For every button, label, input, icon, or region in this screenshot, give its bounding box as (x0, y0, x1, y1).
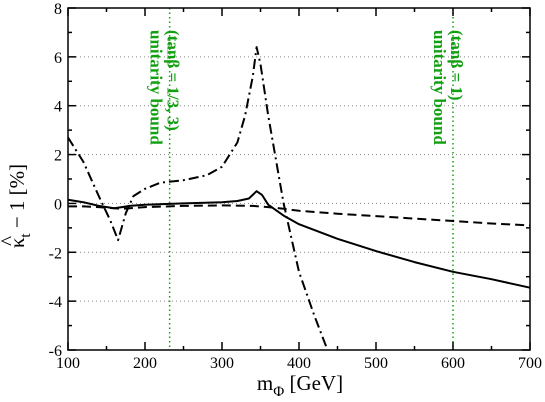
x-tick-label: 600 (441, 355, 465, 372)
unitarity-bound-annotation: unitarity bound(tanβ = 1/3, 3) (146, 30, 182, 145)
x-tick-label: 700 (518, 355, 542, 372)
series-line-dashed (68, 204, 531, 227)
series-lines (67, 46, 531, 351)
x-tick-label: 400 (287, 355, 311, 372)
y-tick-label: -4 (49, 294, 62, 311)
unitarity-bound-lines (168, 8, 454, 350)
y-tick-label: 4 (54, 99, 62, 116)
y-tick-label: 0 (54, 196, 62, 213)
y-tick-label: 6 (54, 50, 62, 67)
x-tick-label: 100 (56, 355, 80, 372)
series-line-solid (67, 190, 531, 289)
annotation-line-1: unitarity bound (430, 30, 449, 145)
annotation-line-2: (tanβ = 1) (447, 30, 466, 101)
x-tick-label: 200 (133, 355, 157, 372)
annotation-line-2: (tanβ = 1/3, 3) (163, 30, 182, 131)
y-axis-title: κt − 1 [%] (5, 164, 34, 248)
annotation-line-1: unitarity bound (146, 30, 165, 145)
axis-ticks: 100 200 300 400 500 600 700 -6 -4 -2 0 2 4 6 8 (49, 1, 542, 372)
y-tick-label: -6 (49, 343, 62, 360)
y-axis-hat: ^ (0, 236, 20, 246)
series-line-dash-dot (67, 46, 329, 351)
y-tick-label: -2 (49, 245, 62, 262)
x-axis-title: mΦ [GeV] (257, 371, 343, 400)
unitarity-bound-annotation: unitarity bound(tanβ = 1) (430, 30, 466, 145)
x-tick-label: 500 (364, 355, 388, 372)
annotations: unitarity bound(tanβ = 1/3, 3) unitarity … (146, 30, 465, 145)
y-tick-label: 8 (54, 1, 62, 18)
y-tick-label: 2 (54, 148, 62, 165)
x-tick-label: 300 (210, 355, 234, 372)
